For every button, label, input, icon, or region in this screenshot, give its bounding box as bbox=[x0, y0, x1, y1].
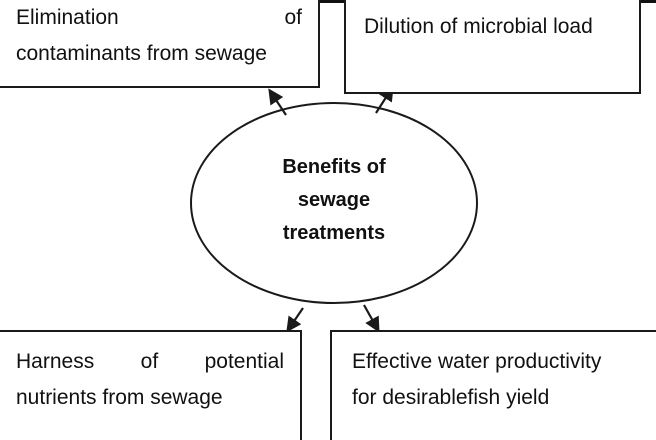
center-title-line: treatments bbox=[282, 222, 386, 244]
box-text-line: for desirablefish yield bbox=[352, 386, 550, 409]
arrow-to-top-left bbox=[268, 88, 287, 116]
center-title-line: sewage bbox=[297, 189, 371, 211]
arrow-to-bottom-right bbox=[363, 304, 380, 333]
center-title: Benefits of sewage treatments bbox=[214, 151, 454, 250]
box-text-line: Effective water productivity bbox=[352, 350, 602, 373]
top-border-line bbox=[0, 0, 656, 3]
arrow-to-bottom-left bbox=[286, 307, 304, 333]
box-word: potential bbox=[204, 350, 284, 373]
box-text-line: Dilution of microbial load bbox=[364, 15, 593, 38]
box-text-line: Harness of potential bbox=[16, 344, 284, 380]
box-text-line: Elimination of bbox=[16, 0, 302, 36]
box-word: of bbox=[284, 6, 302, 29]
center-title-line: Benefits of bbox=[282, 156, 386, 178]
box-text-line: contaminants from sewage bbox=[16, 42, 267, 65]
box-text-line: nutrients from sewage bbox=[16, 386, 223, 409]
box-elimination-of-contaminants: Elimination of contaminants from sewage bbox=[0, 0, 320, 88]
box-word: Harness bbox=[16, 350, 95, 373]
box-harness-of-potential-nutrients: Harness of potential nutrients from sewa… bbox=[0, 330, 302, 440]
box-word: Elimination bbox=[16, 6, 119, 29]
box-effective-water-productivity: Effective water productivity for desirab… bbox=[330, 330, 656, 440]
box-word: of bbox=[140, 350, 159, 373]
box-dilution-of-microbial-load: Dilution of microbial load bbox=[344, 0, 641, 94]
